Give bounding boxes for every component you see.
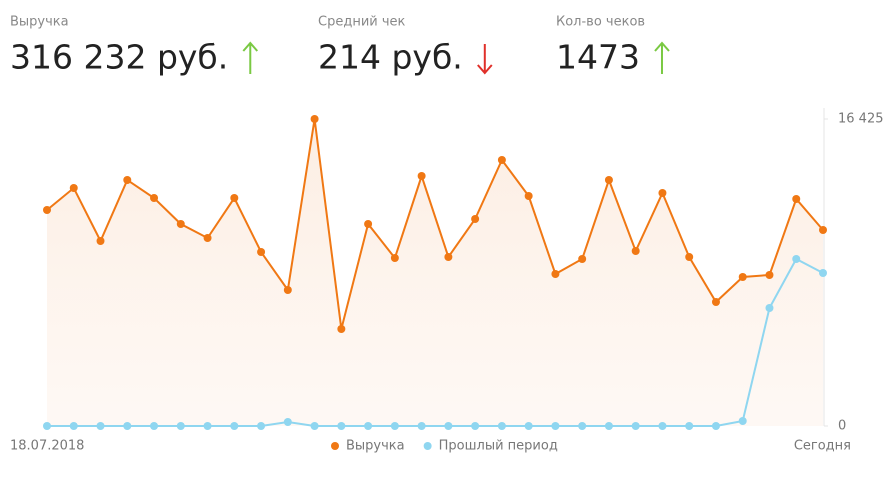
point <box>765 270 774 279</box>
point <box>497 422 506 430</box>
legend-label: Прошлый период <box>439 439 558 454</box>
point <box>551 270 560 279</box>
point <box>43 422 51 430</box>
point <box>658 188 667 197</box>
point <box>364 422 373 430</box>
point <box>578 254 587 263</box>
point <box>123 422 132 430</box>
point <box>337 324 346 333</box>
point <box>578 422 587 430</box>
point <box>150 422 159 430</box>
point <box>685 252 694 261</box>
series-line <box>47 257 824 427</box>
point <box>364 220 373 229</box>
point <box>444 252 453 261</box>
point <box>69 184 78 193</box>
point <box>176 422 185 430</box>
area <box>47 119 823 426</box>
point <box>283 418 292 427</box>
kpi-value: 316 232 руб. <box>10 38 228 77</box>
series-line <box>46 118 824 330</box>
point <box>524 422 533 430</box>
trend-arrow <box>654 41 670 74</box>
point <box>604 422 613 430</box>
point <box>310 115 319 123</box>
point <box>417 172 426 181</box>
kpi-value: 1473 <box>556 38 640 77</box>
point <box>604 176 613 185</box>
x-tick-label: Сегодня <box>794 439 851 454</box>
point <box>631 422 640 430</box>
kpi-label: Выручка <box>10 15 69 30</box>
point <box>819 268 827 277</box>
chart: 0 16 425 18.07.2018 Сегодня Выручка Прошлый п… <box>10 108 884 454</box>
point <box>738 416 747 425</box>
point <box>711 422 720 430</box>
point <box>658 422 667 430</box>
point <box>524 192 533 201</box>
y-tick-label: 0 <box>838 419 846 434</box>
point <box>203 422 212 430</box>
trend-arrow <box>477 44 493 75</box>
point <box>150 194 159 203</box>
point <box>283 286 292 295</box>
point <box>631 246 640 255</box>
point <box>390 254 399 263</box>
point <box>471 214 480 223</box>
point <box>310 422 319 430</box>
point <box>43 206 51 215</box>
point <box>792 194 801 203</box>
legend-label: Выручка <box>346 439 405 454</box>
point <box>417 422 426 430</box>
legend-marker <box>331 442 339 450</box>
kpi-value: 214 руб. <box>318 38 463 77</box>
point <box>230 194 239 203</box>
y-tick-label: 16 425 <box>838 112 884 127</box>
point <box>551 422 560 430</box>
kpi-label: Средний чек <box>318 15 406 30</box>
x-tick-label: 18.07.2018 <box>10 439 84 454</box>
point <box>685 422 694 430</box>
point <box>497 156 506 165</box>
point <box>96 422 105 430</box>
point <box>69 422 78 430</box>
point <box>765 304 774 313</box>
point <box>792 254 801 263</box>
kpi-row: Выручка 316 232 руб. Средний чек 214 руб. Ко… <box>10 15 670 77</box>
point <box>390 422 399 430</box>
point <box>176 220 185 229</box>
point <box>471 422 480 430</box>
point <box>123 176 132 185</box>
legend-marker <box>423 442 432 450</box>
trend-arrow <box>242 41 259 74</box>
point <box>203 234 212 243</box>
point <box>257 248 266 257</box>
point <box>738 272 747 281</box>
point <box>444 422 453 430</box>
point <box>819 226 827 235</box>
point <box>96 236 105 245</box>
point <box>257 422 266 430</box>
point <box>337 422 346 430</box>
point <box>230 422 239 430</box>
point <box>711 298 720 307</box>
kpi-label: Кол-во чеков <box>556 15 645 30</box>
